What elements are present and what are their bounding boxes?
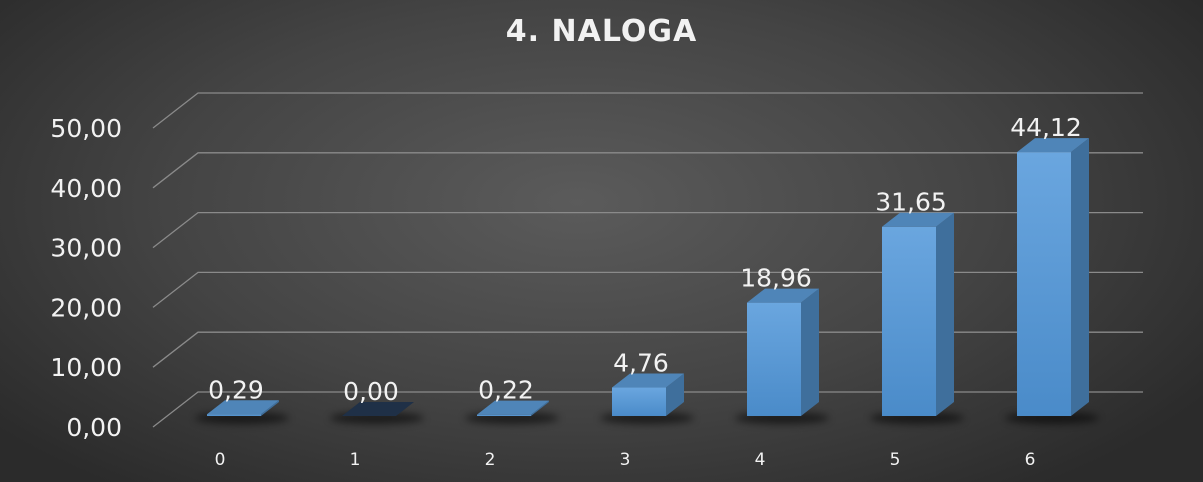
bar-side [801, 288, 819, 416]
x-tick-label: 0 [215, 450, 226, 470]
bar [1017, 138, 1089, 416]
bar [477, 400, 549, 416]
y-tick-label: 50,00 [50, 114, 122, 143]
bar-top [342, 402, 414, 416]
gridline [152, 271, 1143, 308]
bar-side [1071, 138, 1089, 416]
bar-front [747, 302, 801, 416]
bar-top [1017, 138, 1089, 153]
y-tick-label: 20,00 [50, 293, 122, 322]
x-tick-label: 1 [350, 450, 361, 470]
bar-top [612, 373, 684, 388]
bar [612, 373, 684, 416]
bar [342, 402, 414, 416]
bar-front [882, 226, 936, 416]
bar-top [477, 400, 549, 415]
data-label: 0,00 [343, 377, 399, 406]
gridline [152, 152, 1143, 189]
data-label: 44,12 [1010, 113, 1082, 142]
bar-front [477, 414, 531, 416]
gridline [152, 331, 1143, 368]
gridline [152, 211, 1143, 249]
data-label: 0,29 [208, 375, 264, 404]
bar-top [207, 400, 279, 415]
data-label: 0,22 [478, 376, 534, 405]
bar-side [936, 212, 954, 416]
bar-side [666, 373, 684, 416]
bar-front [1017, 152, 1071, 416]
bar-front [612, 387, 666, 416]
bar-front [207, 414, 261, 416]
x-tick-label: 5 [890, 450, 901, 470]
bar-side [261, 400, 279, 416]
x-tick-label: 6 [1025, 450, 1036, 470]
gridline [152, 391, 1143, 428]
bar-side [531, 400, 549, 416]
x-tick-label: 3 [620, 450, 631, 470]
data-label: 4,76 [613, 349, 669, 378]
x-tick-label: 2 [485, 450, 496, 470]
bar [747, 288, 819, 416]
bar-top [882, 212, 954, 227]
x-tick-label: 4 [755, 450, 766, 470]
bar [882, 212, 954, 416]
gridline [152, 92, 1143, 129]
y-tick-label: 30,00 [50, 234, 122, 263]
data-label: 31,65 [875, 188, 947, 217]
bar [207, 400, 279, 416]
chart-title: 4. NALOGA [505, 14, 698, 49]
data-label: 18,96 [740, 264, 812, 293]
bar-top [747, 288, 819, 303]
y-tick-label: 0,00 [66, 413, 122, 442]
y-tick-label: 10,00 [50, 353, 122, 382]
y-tick-label: 40,00 [50, 174, 122, 203]
